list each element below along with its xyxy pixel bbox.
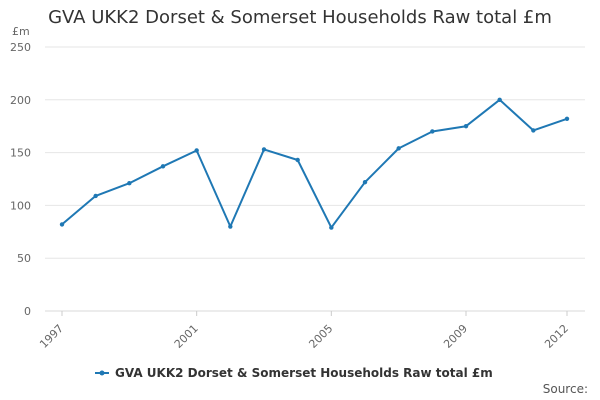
data-point[interactable] (160, 164, 166, 169)
data-point[interactable] (261, 147, 267, 152)
y-tick-label: 250 (10, 41, 31, 54)
y-tick-label: 50 (17, 252, 31, 265)
y-axis-unit-label: £m (12, 25, 30, 38)
chart-title: GVA UKK2 Dorset & Somerset Households Ra… (48, 7, 552, 28)
y-tick-label: 100 (10, 199, 31, 212)
grid-lines (45, 46, 585, 312)
data-point[interactable] (531, 128, 536, 133)
data-point[interactable] (59, 222, 65, 227)
data-point[interactable] (497, 97, 502, 103)
y-tick-label: 0 (24, 305, 31, 318)
x-tick-label: 2005 (306, 322, 335, 351)
data-point[interactable] (93, 193, 98, 199)
x-tick-label: 2001 (172, 322, 201, 351)
x-tick-label: 2009 (441, 322, 470, 351)
x-tick-label: 1997 (37, 322, 66, 351)
data-point[interactable] (127, 181, 132, 186)
data-point[interactable] (295, 157, 300, 163)
data-point[interactable] (228, 224, 233, 229)
chart-legend[interactable]: GVA UKK2 Dorset & Somerset Households Ra… (95, 366, 493, 380)
data-point[interactable] (362, 179, 368, 185)
y-tick-label: 200 (10, 94, 31, 107)
data-point[interactable] (564, 116, 570, 122)
y-tick-label: 150 (10, 147, 31, 160)
data-point[interactable] (329, 225, 334, 230)
y-axis-ticks: 0 50 100 150 200 250 (10, 41, 31, 318)
data-point[interactable] (194, 148, 199, 153)
data-point[interactable] (463, 124, 469, 129)
legend-label[interactable]: GVA UKK2 Dorset & Somerset Households Ra… (115, 366, 493, 380)
source-label: Source: (543, 382, 588, 396)
legend-marker-icon (99, 370, 105, 376)
x-tick-label: 2012 (542, 322, 571, 351)
data-point[interactable] (396, 146, 401, 151)
data-point[interactable] (430, 129, 435, 134)
x-axis-ticks: 1997 2001 2005 2009 2012 (37, 311, 571, 351)
series-layer (59, 97, 570, 230)
series-line (61, 98, 568, 229)
